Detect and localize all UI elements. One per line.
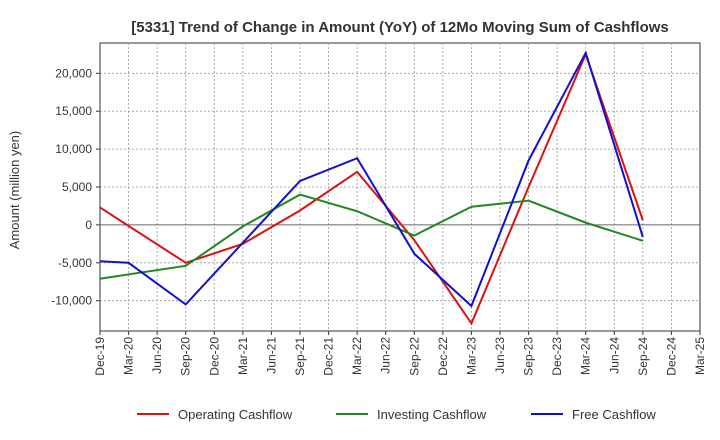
- x-tick-label: Dec-21: [322, 337, 336, 376]
- operating-cashflow-legend-label: Operating Cashflow: [178, 407, 293, 422]
- x-tick-label: Dec-24: [664, 337, 678, 376]
- y-tick-label: -10,000: [51, 294, 92, 308]
- y-tick-label: 15,000: [55, 104, 92, 118]
- y-axis-ticks: -10,000 -5,000 0 5,000 10,000 15,000 20,000: [51, 66, 100, 308]
- chart-title: [5331] Trend of Change in Amount (YoY) o…: [131, 19, 669, 36]
- x-tick-label: Dec-23: [550, 337, 564, 376]
- x-tick-label: Jun-21: [264, 337, 278, 374]
- free-cashflow-line: [99, 50, 644, 308]
- x-tick-label: Jun-24: [607, 337, 621, 374]
- x-tick-label: Sep-20: [179, 337, 193, 376]
- x-tick-label: Sep-23: [522, 337, 536, 376]
- y-tick-label: 5,000: [62, 180, 92, 194]
- investing-cashflow-line: [99, 193, 644, 280]
- x-tick-label: Mar-23: [464, 337, 478, 375]
- y-axis-label: Amount (million yen): [7, 131, 22, 250]
- x-axis-ticks: Dec-19 Mar-20 Jun-20 Sep-20 Dec-20 Mar-21 Jun-…: [93, 331, 707, 376]
- x-tick-label: Dec-19: [93, 337, 107, 376]
- x-tick-label: Dec-22: [436, 337, 450, 376]
- x-tick-label: Jun-22: [379, 337, 393, 374]
- x-tick-label: Mar-24: [579, 337, 593, 375]
- investing-cashflow-legend-label: Investing Cashflow: [377, 407, 487, 422]
- x-tick-label: Jun-20: [150, 337, 164, 374]
- free-cashflow-legend-label: Free Cashflow: [572, 407, 656, 422]
- x-tick-label: Sep-22: [407, 337, 421, 376]
- gridlines: [100, 43, 700, 331]
- series-layer: [99, 50, 644, 326]
- y-tick-label: -5,000: [58, 256, 92, 270]
- x-tick-label: Dec-20: [207, 337, 221, 376]
- x-tick-label: Mar-21: [236, 337, 250, 375]
- legend: Operating Cashflow Investing Cashflow Free…: [137, 407, 656, 422]
- x-tick-label: Sep-24: [636, 337, 650, 376]
- y-tick-label: 0: [85, 218, 92, 232]
- x-tick-label: Mar-20: [122, 337, 136, 375]
- x-tick-label: Jun-23: [493, 337, 507, 374]
- y-tick-label: 10,000: [55, 142, 92, 156]
- x-tick-label: Mar-22: [350, 337, 364, 375]
- x-tick-label: Mar-25: [693, 337, 707, 375]
- x-tick-label: Sep-21: [293, 337, 307, 376]
- y-tick-label: 20,000: [55, 66, 92, 80]
